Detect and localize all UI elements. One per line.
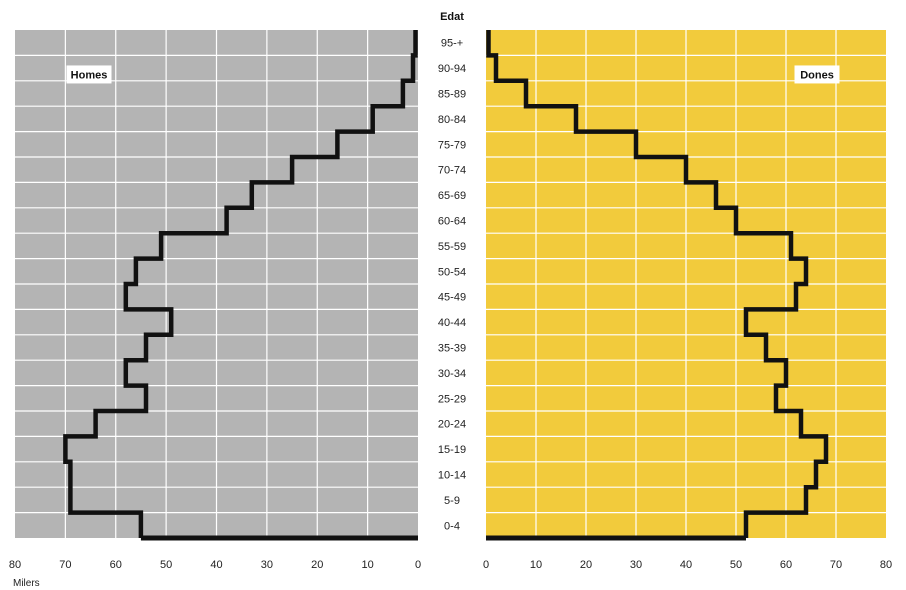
- age-label: 65-69: [438, 190, 466, 202]
- age-label: 40-44: [438, 317, 466, 329]
- homes-bar-20-24: [96, 411, 418, 436]
- age-label: 10-14: [438, 470, 466, 482]
- homes-bar-80-84: [373, 106, 418, 131]
- dones-bar-55-59: [486, 233, 791, 258]
- age-label: 85-89: [438, 89, 466, 101]
- age-label: 25-29: [438, 393, 466, 405]
- age-label: 80-84: [438, 114, 466, 126]
- x-tick-right: 10: [530, 559, 542, 571]
- x-tick-right: 80: [880, 559, 892, 571]
- dones-bar-85-89: [486, 81, 526, 106]
- homes-bar-55-59: [161, 233, 418, 258]
- homes-bar-45-49: [126, 284, 418, 309]
- homes-bar-50-54: [136, 259, 418, 284]
- dones-series-line: [486, 30, 829, 538]
- dones-bar-90-94: [486, 55, 496, 80]
- age-label: 15-19: [438, 444, 466, 456]
- dones-legend-label-box: [794, 65, 840, 84]
- homes-bar-5-9: [70, 487, 418, 512]
- age-label: 90-94: [438, 63, 466, 75]
- x-tick-left: 60: [110, 559, 122, 571]
- age-label: 95-+: [441, 38, 463, 50]
- homes-bar-25-29: [146, 386, 418, 411]
- units-label: Milers: [13, 578, 40, 589]
- x-tick-right: 30: [630, 559, 642, 571]
- x-tick-right: 0: [483, 559, 489, 571]
- age-label: 50-54: [438, 266, 466, 278]
- x-tick-left: 0: [415, 559, 421, 571]
- homes-bar-15-19: [65, 436, 418, 461]
- homes-bar-85-89: [403, 81, 418, 106]
- x-tick-left: 10: [362, 559, 374, 571]
- dones-bar-75-79: [486, 132, 636, 157]
- dones-bar-30-34: [486, 360, 786, 385]
- age-label: 75-79: [438, 139, 466, 151]
- age-label: 45-49: [438, 292, 466, 304]
- x-tick-left: 20: [311, 559, 323, 571]
- age-label: 35-39: [438, 343, 466, 355]
- dones-bar-20-24: [486, 411, 801, 436]
- dones-bar-60-64: [486, 208, 736, 233]
- homes-bar-90-94: [413, 55, 418, 80]
- dones-bar-80-84: [486, 106, 576, 131]
- x-tick-right: 20: [580, 559, 592, 571]
- x-tick-right: 50: [730, 559, 742, 571]
- dones-bar-35-39: [486, 335, 766, 360]
- dones-bar-5-9: [486, 487, 806, 512]
- age-label: 5-9: [444, 495, 460, 507]
- homes-bar-10-14: [70, 462, 418, 487]
- dones-bar-25-29: [486, 386, 776, 411]
- homes-bar-0-4: [141, 513, 418, 538]
- x-tick-right: 60: [780, 559, 792, 571]
- age-label: 70-74: [438, 165, 466, 177]
- age-label: 20-24: [438, 419, 466, 431]
- dones-bar-65-69: [486, 182, 716, 207]
- age-label: 60-64: [438, 216, 466, 228]
- x-tick-left: 80: [9, 559, 21, 571]
- homes-bar-65-69: [252, 182, 418, 207]
- homes-legend-label: Homes: [71, 69, 108, 81]
- homes-legend-label-box: [66, 65, 112, 84]
- x-tick-right: 70: [830, 559, 842, 571]
- dones-bar-70-74: [486, 157, 686, 182]
- age-label: 0-4: [444, 520, 460, 532]
- x-tick-left: 50: [160, 559, 172, 571]
- x-tick-right: 40: [680, 559, 692, 571]
- dones-bar-0-4: [486, 513, 746, 538]
- homes-series-line: [63, 30, 418, 538]
- dones-bar-15-19: [486, 436, 826, 461]
- dones-bar-50-54: [486, 259, 806, 284]
- homes-bar-40-44: [171, 309, 418, 334]
- homes-bar-60-64: [227, 208, 418, 233]
- homes-bar-70-74: [292, 157, 418, 182]
- dones-bar-45-49: [486, 284, 796, 309]
- dones-bar-40-44: [486, 309, 746, 334]
- age-label: 30-34: [438, 368, 466, 380]
- age-axis-title: Edat: [440, 11, 464, 23]
- x-tick-left: 70: [59, 559, 71, 571]
- dones-bar-10-14: [486, 462, 816, 487]
- age-label: 55-59: [438, 241, 466, 253]
- homes-bar-95-+: [415, 30, 418, 55]
- homes-bar-35-39: [146, 335, 418, 360]
- dones-legend-label: Dones: [800, 69, 834, 81]
- homes-bar-75-79: [337, 132, 418, 157]
- dones-bar-95-+: [486, 30, 489, 55]
- x-tick-left: 40: [210, 559, 222, 571]
- homes-bar-30-34: [126, 360, 418, 385]
- x-tick-left: 30: [261, 559, 273, 571]
